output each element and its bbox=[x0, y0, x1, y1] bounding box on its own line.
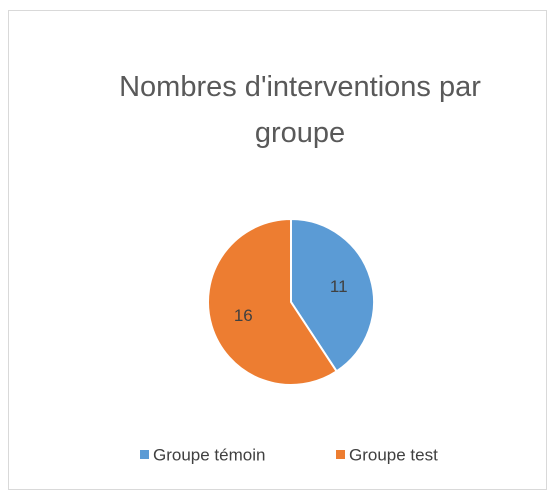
data-label: 11 bbox=[330, 277, 348, 296]
legend-label: Groupe témoin bbox=[153, 445, 265, 464]
legend-swatch bbox=[140, 450, 149, 459]
chart-title: Nombres d'interventions par groupe bbox=[119, 71, 481, 149]
legend-swatch bbox=[336, 450, 345, 459]
pie-slice bbox=[207, 217, 338, 386]
data-label: 16 bbox=[234, 306, 253, 325]
legend-label: Groupe test bbox=[349, 445, 438, 464]
